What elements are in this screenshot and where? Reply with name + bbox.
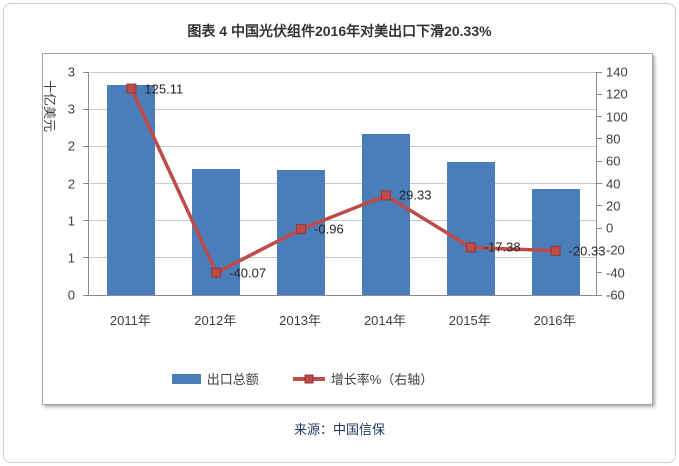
left-axis-tick [83, 71, 89, 73]
growth-rate-line [126, 83, 561, 278]
left-axis-tick [83, 257, 89, 259]
left-axis-tick-label: 3 [67, 64, 75, 80]
gridline [89, 220, 596, 222]
line-marker [211, 267, 222, 278]
right-axis-tick [596, 71, 602, 73]
left-axis-tick [83, 183, 89, 184]
chart-box: 十亿美元 3 3 2 2 1 1 0 140 120 100 80 60 40 20 0 -20 -40 -60 1… [42, 53, 653, 405]
bar-2015年 [446, 161, 495, 295]
right-axis-tick-label: 100 [606, 109, 628, 125]
gridline [89, 257, 596, 259]
gridline [89, 108, 596, 110]
x-axis-label: 2013年 [279, 313, 322, 328]
data-label: -40.07 [229, 265, 267, 281]
line-marker [550, 245, 561, 256]
legend-line-marker [304, 374, 314, 383]
right-axis-tick-label: 20 [606, 198, 621, 214]
gridline [89, 145, 596, 147]
right-axis-tick-label: 40 [606, 176, 621, 191]
right-axis-tick [596, 227, 602, 229]
line-marker [126, 83, 137, 94]
gridline [89, 183, 596, 184]
right-axis-tick [596, 93, 602, 95]
left-axis-tick [83, 145, 89, 147]
x-axis-label: 2016年 [533, 313, 576, 328]
line-marker [465, 242, 476, 253]
data-label: -0.96 [314, 221, 344, 237]
right-axis-tick [596, 116, 602, 118]
x-axis-label: 2015年 [448, 313, 491, 328]
right-axis-tick [596, 294, 602, 296]
right-axis-tick-label: 120 [606, 86, 628, 102]
right-axis-tick-label: -20 [606, 242, 625, 258]
right-axis-tick [596, 138, 602, 140]
right-axis-tick-label: -40 [606, 265, 625, 281]
left-axis-tick-label: 1 [67, 250, 75, 266]
x-axis-label: 2011年 [109, 313, 151, 328]
left-axis-tick [83, 108, 89, 110]
left-axis-tick-label: 3 [67, 101, 75, 117]
source-note: 来源：中国信保 [293, 422, 385, 437]
legend-label: 增长率%（右轴） [330, 372, 434, 387]
left-axis-tick [83, 220, 89, 222]
bar-2014年 [361, 133, 410, 295]
right-axis-tick-label: 60 [606, 153, 621, 169]
legend-item-bar: 出口总额 [171, 369, 259, 388]
legend-bar-swatch [171, 373, 201, 384]
figure-title: 图表 4 中国光伏组件2016年对美出口下滑20.33% [187, 23, 492, 39]
legend-item-line: 增长率%（右轴） [292, 369, 434, 388]
right-axis-tick [596, 160, 602, 162]
plot-area: 3 3 2 2 1 1 0 140 120 100 80 60 40 20 0 -20 -40 -60 125.11… [68, 65, 628, 303]
data-label: -20.33 [568, 243, 606, 259]
line-marker [296, 224, 307, 235]
left-axis-tick [83, 294, 89, 296]
left-axis-tick-label: 2 [67, 138, 75, 154]
x-axis-label: 2012年 [194, 313, 237, 328]
bar-2016年 [531, 188, 580, 295]
right-axis-tick-label: -60 [606, 287, 625, 303]
data-label: 125.11 [144, 81, 184, 97]
line-path [129, 87, 556, 276]
line-marker [380, 190, 391, 201]
chart-legend: 出口总额 增长率%（右轴） [0, 369, 607, 388]
right-axis-tick-label: 140 [606, 64, 628, 80]
x-axis-line [89, 294, 596, 296]
data-label: -17.38 [483, 239, 521, 255]
right-axis-tick [596, 205, 602, 207]
legend-line-swatch [292, 374, 325, 383]
left-axis-tick-label: 1 [67, 213, 75, 229]
left-axis-tick-label: 0 [67, 287, 75, 303]
right-axis-tick [596, 272, 602, 274]
x-axis-labels: 2011年 2012年 2013年 2014年 2015年 2016年 [43, 310, 652, 328]
right-axis-tick [596, 183, 602, 184]
legend-label: 出口总额 [206, 372, 259, 387]
right-axis-tick-label: 0 [606, 220, 614, 236]
right-axis-tick [596, 249, 602, 251]
data-label: 29.33 [398, 187, 432, 203]
right-axis-tick-label: 80 [606, 131, 621, 147]
gridline [89, 71, 596, 73]
x-axis-label: 2014年 [363, 313, 406, 328]
left-axis-tick-label: 2 [67, 176, 75, 191]
